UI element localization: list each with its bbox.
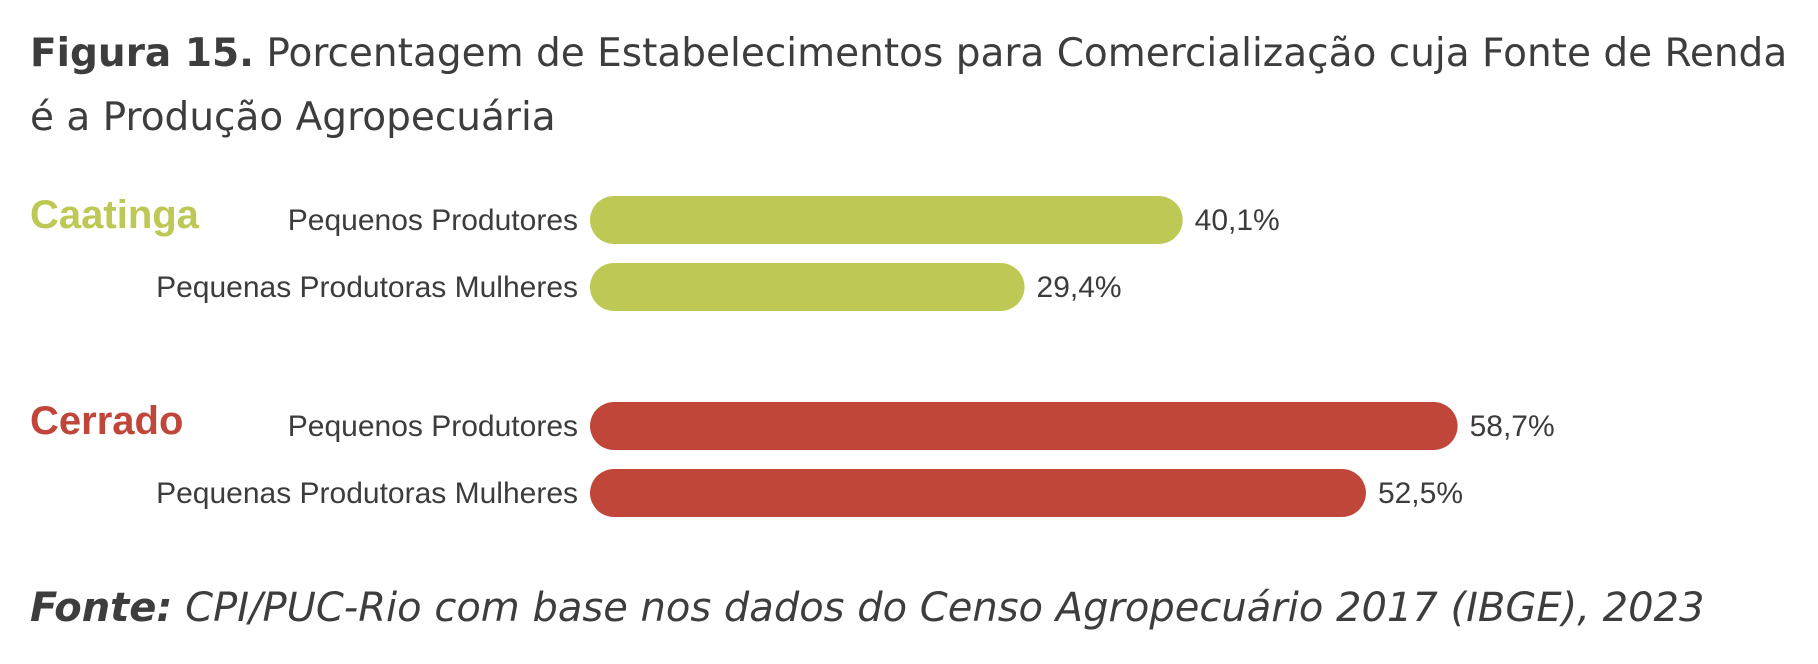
category-label: Pequenas Produtoras Mulheres <box>156 271 578 304</box>
chart-title: Figura 15. Porcentagem de Estabeleciment… <box>30 22 1800 150</box>
figure-label: Figura 15. <box>30 31 254 76</box>
data-label: 40,1% <box>1195 204 1280 237</box>
bar-cerrado-1 <box>590 402 1458 450</box>
category-label: Pequenos Produtores <box>288 410 578 443</box>
data-label: 29,4% <box>1037 271 1122 304</box>
bar-cerrado-2 <box>590 469 1366 517</box>
source-text: CPI/PUC-Rio com base nos dados do Censo … <box>185 585 1705 631</box>
category-label: Pequenas Produtoras Mulheres <box>156 477 578 510</box>
group-label-cerrado: Cerrado <box>30 399 183 443</box>
data-label: 58,7% <box>1470 410 1555 443</box>
bar-caatinga-1 <box>590 196 1183 244</box>
bar-caatinga-2 <box>590 263 1025 311</box>
group-label-caatinga: Caatinga <box>30 193 200 237</box>
category-label: Pequenos Produtores <box>288 204 578 237</box>
title-text: Porcentagem de Estabelecimentos para Com… <box>30 31 1788 140</box>
source-label: Fonte: <box>30 585 173 631</box>
chart-source: Fonte: CPI/PUC-Rio com base nos dados do… <box>30 585 1704 631</box>
data-label: 52,5% <box>1378 477 1463 510</box>
